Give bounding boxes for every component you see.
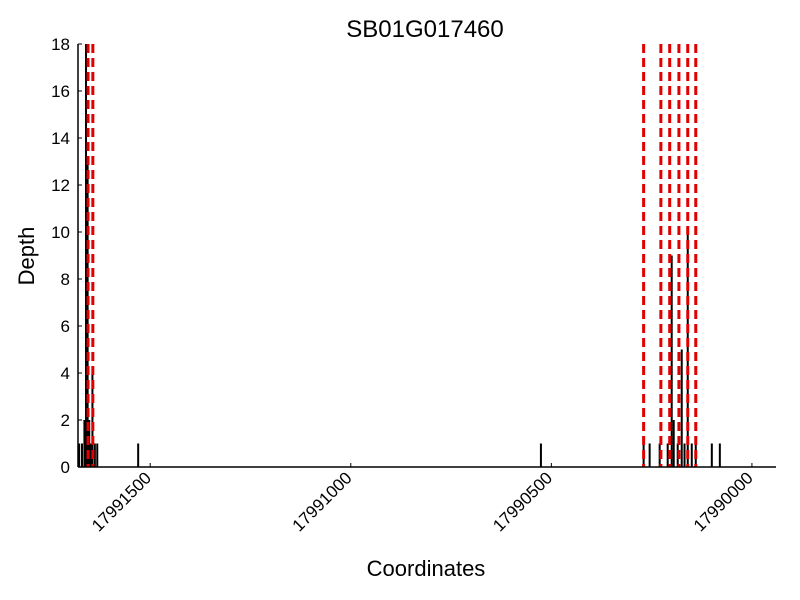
exon-boundary-markers <box>86 44 698 467</box>
x-tick-label-17990500: 17990500 <box>489 468 556 535</box>
y-tick-label-12: 12 <box>51 176 70 195</box>
y-tick-label-14: 14 <box>51 129 70 148</box>
y-tick-label-18: 18 <box>51 35 70 54</box>
y-tick-label-6: 6 <box>61 317 70 336</box>
y-tick-label-10: 10 <box>51 223 70 242</box>
x-axis-label: Coordinates <box>367 556 486 581</box>
x-tick-label-17991500: 17991500 <box>88 468 155 535</box>
x-tick-label-17991000: 17991000 <box>289 468 356 535</box>
x-tick-label-17990000: 17990000 <box>690 468 757 535</box>
y-axis-label: Depth <box>14 227 39 286</box>
chart-title: SB01G017460 <box>346 16 503 43</box>
y-tick-label-4: 4 <box>61 364 70 383</box>
y-tick-label-0: 0 <box>61 458 70 477</box>
y-tick-label-8: 8 <box>61 270 70 289</box>
y-tick-label-16: 16 <box>51 82 70 101</box>
depth-bars <box>78 44 721 467</box>
y-tick-label-2: 2 <box>61 411 70 430</box>
